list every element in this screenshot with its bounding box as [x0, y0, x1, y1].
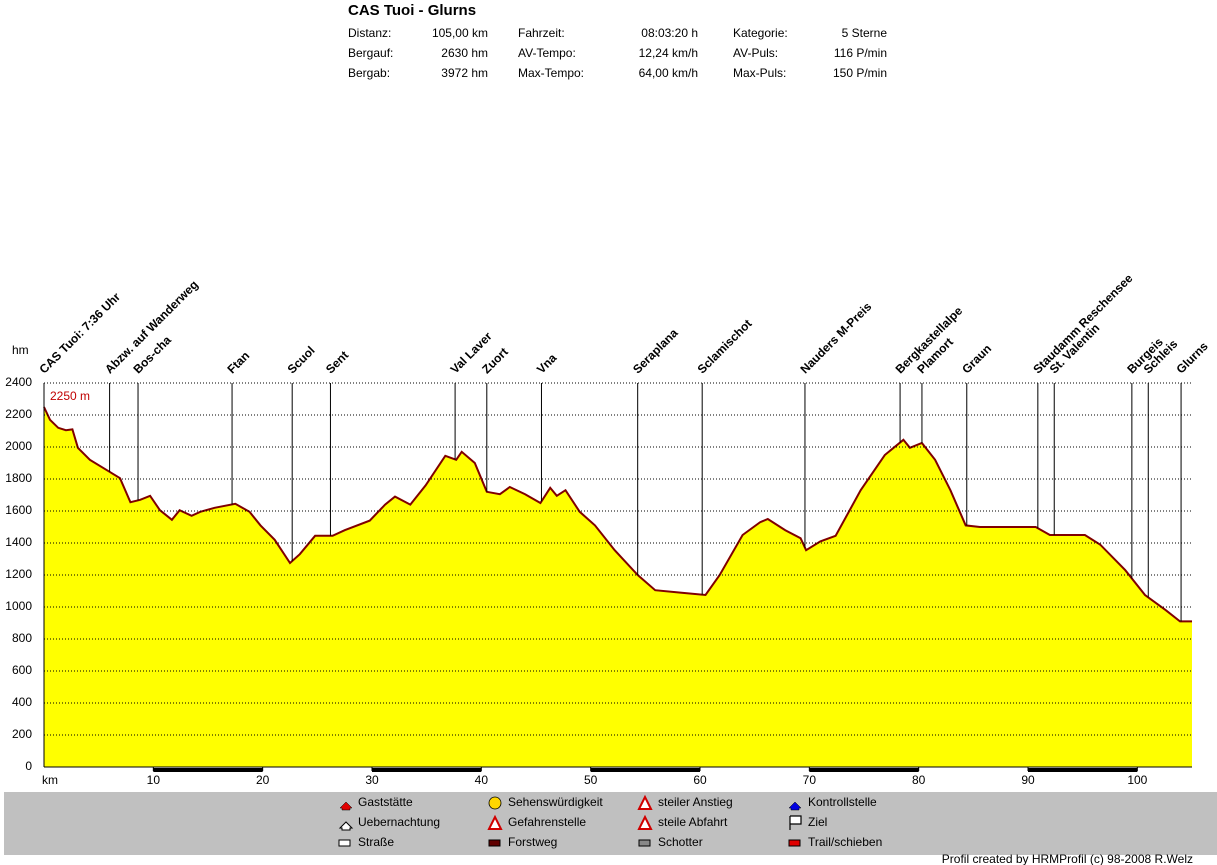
x-tick-label: 70 — [803, 773, 817, 787]
legend-label: Sehenswürdigkeit — [508, 795, 603, 809]
legend-label: steiler Anstieg — [658, 795, 733, 809]
x-tick-label: 80 — [912, 773, 926, 787]
x-tick-label: 30 — [365, 773, 379, 787]
stat-value: 3972 hm — [441, 66, 488, 80]
icon — [788, 801, 802, 811]
waypoint-label: Sent — [323, 348, 351, 376]
icon — [338, 821, 354, 831]
icon — [338, 839, 351, 847]
y-tick-label: 2200 — [5, 407, 32, 421]
icon — [339, 801, 353, 811]
legend-icons — [338, 794, 802, 847]
x-tick-label: 100 — [1127, 773, 1147, 787]
stat-label: Bergauf: — [348, 46, 393, 60]
stat-label: Distanz: — [348, 26, 391, 40]
stat-label: Max-Tempo: — [518, 66, 584, 80]
x-tick-label: 10 — [147, 773, 161, 787]
icon — [638, 839, 651, 847]
stat-value: 64,00 km/h — [639, 66, 698, 80]
x-tick-label: 20 — [256, 773, 270, 787]
y-tick-label: 1400 — [5, 535, 32, 549]
y-tick-label: 2000 — [5, 439, 32, 453]
legend-label: Straße — [358, 835, 394, 849]
axis-band — [590, 768, 700, 772]
x-tick-label: 60 — [693, 773, 707, 787]
y-tick-label: 2400 — [5, 375, 32, 389]
legend-label: Gefahrenstelle — [508, 815, 586, 829]
axis-band — [1028, 768, 1138, 772]
stat-value: 2630 hm — [441, 46, 488, 60]
axis-band — [809, 768, 919, 772]
waypoint-label: Ftan — [225, 349, 253, 377]
title: CAS Tuoi - Glurns — [348, 2, 476, 19]
stat-value: 150 P/min — [833, 66, 887, 80]
icon — [637, 794, 653, 810]
icon — [788, 839, 801, 847]
legend-label: Ziel — [808, 815, 827, 829]
annotation: 2250 m — [50, 389, 90, 403]
icon — [487, 814, 503, 830]
legend-label: Schotter — [658, 835, 703, 849]
y-tick-label: 800 — [12, 631, 32, 645]
axis-band — [153, 768, 263, 772]
waypoint-label: Glurns — [1174, 339, 1211, 376]
y-tick-label: 200 — [12, 727, 32, 741]
stat-value: 105,00 km — [432, 26, 488, 40]
icon — [637, 814, 653, 830]
legend-label: steile Abfahrt — [658, 815, 728, 829]
icon — [488, 839, 501, 847]
icon — [789, 815, 802, 830]
area — [44, 407, 1192, 767]
stat-label: Max-Puls: — [733, 66, 786, 80]
x-tick-label: 90 — [1021, 773, 1035, 787]
y-tick-label: 1600 — [5, 503, 32, 517]
waypoint-label: Scuol — [285, 343, 318, 376]
y-tick-label: 400 — [12, 695, 32, 709]
axis-band — [372, 768, 482, 772]
legend-label: Gaststätte — [358, 795, 413, 809]
stat-value: 12,24 km/h — [639, 46, 698, 60]
legend-label: Forstweg — [508, 835, 557, 849]
y-tick-label: 1000 — [5, 599, 32, 613]
profile-line — [43, 406, 1192, 623]
y-axis-label: hm — [12, 343, 29, 357]
y-tick-label: 1800 — [5, 471, 32, 485]
waypoint-label: Vna — [534, 351, 560, 377]
waypoint-label: Graun — [959, 341, 994, 376]
plot — [43, 406, 1192, 767]
legend-box — [4, 792, 1217, 855]
stat-value: 08:03:20 h — [641, 26, 698, 40]
y-tick-label: 0 — [25, 759, 32, 773]
x-tick-label: 50 — [584, 773, 598, 787]
legend-label: Trail/schieben — [808, 835, 882, 849]
stat-label: Kategorie: — [733, 26, 788, 40]
stat-value: 116 P/min — [834, 46, 887, 60]
stat-label: Fahrzeit: — [518, 26, 565, 40]
waypoint-label: Sclamischot — [695, 316, 755, 376]
icon — [488, 796, 502, 810]
legend-label: Uebernachtung — [358, 815, 440, 829]
x-axis-label: km — [42, 773, 58, 787]
waypoint-label: Nauders M-Preis — [797, 299, 874, 376]
x-tick-label: 40 — [475, 773, 489, 787]
stat-value: 5 Sterne — [842, 26, 888, 40]
y-tick-label: 1200 — [5, 567, 32, 581]
y-tick-label: 600 — [12, 663, 32, 677]
waypoint-label: Staudamm Reschensee — [1030, 271, 1135, 376]
legend-label: Kontrollstelle — [808, 795, 877, 809]
stat-label: Bergab: — [348, 66, 390, 80]
stat-label: AV-Puls: — [733, 46, 778, 60]
waypoint-label: Seraplana — [630, 326, 681, 377]
stat-label: AV-Tempo: — [518, 46, 576, 60]
footer: Profil created by HRMProfil (c) 98-2008 … — [942, 852, 1193, 865]
